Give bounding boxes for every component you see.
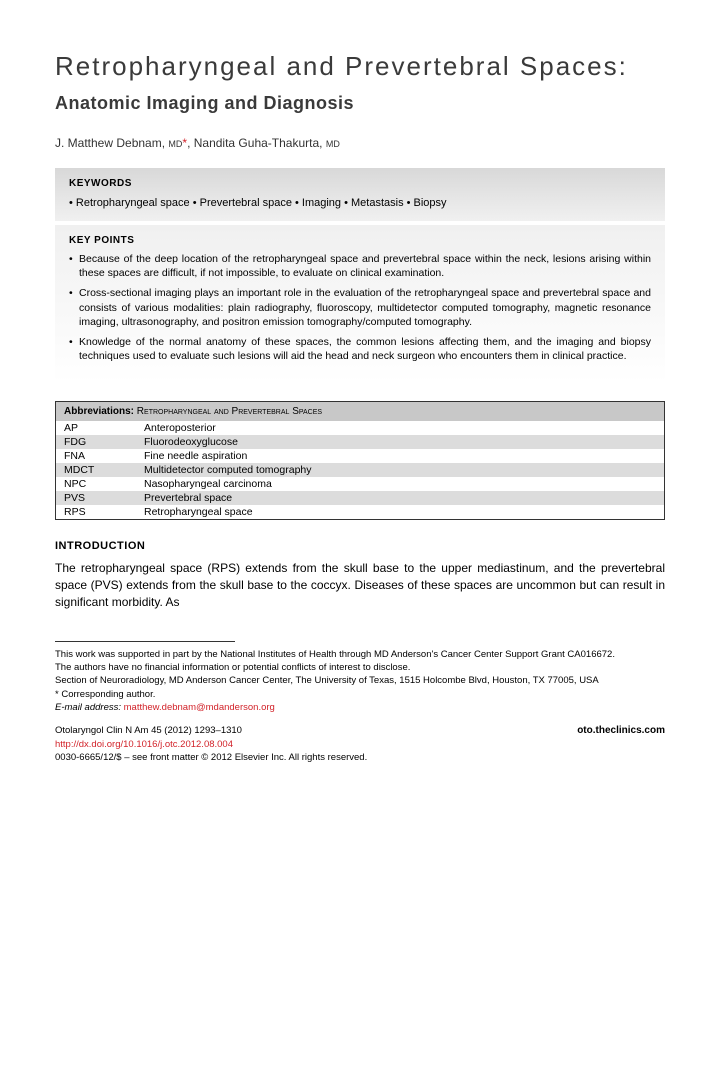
abbrev-key: FNA [56, 449, 136, 463]
abbreviations-header: Abbreviations: Retropharyngeal and Preve… [56, 402, 664, 421]
table-row: APAnteroposterior [56, 421, 664, 435]
author-2-degree: MD [326, 139, 340, 149]
abbrev-key: RPS [56, 505, 136, 519]
introduction-heading: INTRODUCTION [55, 540, 665, 552]
journal-line: Otolaryngol Clin N Am 45 (2012) 1293–131… [55, 724, 665, 738]
abbrev-header-title: Retropharyngeal and Prevertebral Spaces [137, 406, 322, 417]
title-subtitle: Anatomic Imaging and Diagnosis [55, 93, 354, 113]
abbrev-def: Multidetector computed tomography [136, 463, 664, 477]
abbrev-def: Retropharyngeal space [136, 505, 664, 519]
doi-link[interactable]: http://dx.doi.org/10.1016/j.otc.2012.08.… [55, 738, 665, 751]
journal-citation: Otolaryngol Clin N Am 45 (2012) 1293–131… [55, 724, 242, 737]
abbrev-key: FDG [56, 435, 136, 449]
abbrev-key: NPC [56, 477, 136, 491]
table-row: NPCNasopharyngeal carcinoma [56, 477, 664, 491]
abbrev-def: Prevertebral space [136, 491, 664, 505]
journal-website[interactable]: oto.theclinics.com [577, 724, 665, 738]
email-label: E-mail address: [55, 702, 121, 713]
abbrev-def: Anteroposterior [136, 421, 664, 435]
keypoint-item: Knowledge of the normal anatomy of these… [69, 335, 651, 363]
affiliation: Section of Neuroradiology, MD Anderson C… [55, 674, 665, 687]
author-2-name: Nandita Guha-Thakurta, [194, 136, 323, 150]
keywords-box: KEYWORDS • Retropharyngeal space • Preve… [55, 168, 665, 222]
email-address[interactable]: matthew.debnam@mdanderson.org [124, 702, 275, 713]
copyright-line: 0030-6665/12/$ – see front matter © 2012… [55, 751, 665, 764]
email-line: E-mail address: matthew.debnam@mdanderso… [55, 701, 665, 714]
table-row: FDGFluorodeoxyglucose [56, 435, 664, 449]
footer-rule [55, 641, 235, 642]
keywords-list: • Retropharyngeal space • Prevertebral s… [69, 195, 651, 212]
abbreviations-box: Abbreviations: Retropharyngeal and Preve… [55, 401, 665, 520]
keypoint-item: Cross-sectional imaging plays an importa… [69, 286, 651, 329]
abbrev-def: Fluorodeoxyglucose [136, 435, 664, 449]
table-row: PVSPrevertebral space [56, 491, 664, 505]
abbrev-key: AP [56, 421, 136, 435]
abbreviations-table: APAnteroposterior FDGFluorodeoxyglucose … [56, 421, 664, 519]
abbrev-key: MDCT [56, 463, 136, 477]
keypoints-box: KEY POINTS Because of the deep location … [55, 225, 665, 383]
abbrev-def: Fine needle aspiration [136, 449, 664, 463]
funding-statement: This work was supported in part by the N… [55, 648, 665, 661]
abbrev-header-prefix: Abbreviations: [64, 406, 134, 417]
author-1-degree: MD [168, 139, 182, 149]
conflicts-statement: The authors have no financial informatio… [55, 661, 665, 674]
keypoints-list: Because of the deep location of the retr… [69, 252, 651, 363]
keypoints-label: KEY POINTS [69, 235, 651, 246]
abbrev-def: Nasopharyngeal carcinoma [136, 477, 664, 491]
corresponding-asterisk: * [182, 136, 187, 150]
keypoint-item: Because of the deep location of the retr… [69, 252, 651, 280]
table-row: MDCTMultidetector computed tomography [56, 463, 664, 477]
corresponding-note: * Corresponding author. [55, 688, 665, 701]
author-1-name: J. Matthew Debnam, [55, 136, 165, 150]
author-line: J. Matthew Debnam, MD*, Nandita Guha-Tha… [55, 136, 665, 150]
title-main: Retropharyngeal and Prevertebral Spaces: [55, 51, 628, 81]
article-title: Retropharyngeal and Prevertebral Spaces:… [55, 50, 665, 118]
footer-block: This work was supported in part by the N… [55, 648, 665, 765]
keywords-label: KEYWORDS [69, 178, 651, 189]
table-row: RPSRetropharyngeal space [56, 505, 664, 519]
table-row: FNAFine needle aspiration [56, 449, 664, 463]
abbrev-key: PVS [56, 491, 136, 505]
introduction-text: The retropharyngeal space (RPS) extends … [55, 560, 665, 610]
